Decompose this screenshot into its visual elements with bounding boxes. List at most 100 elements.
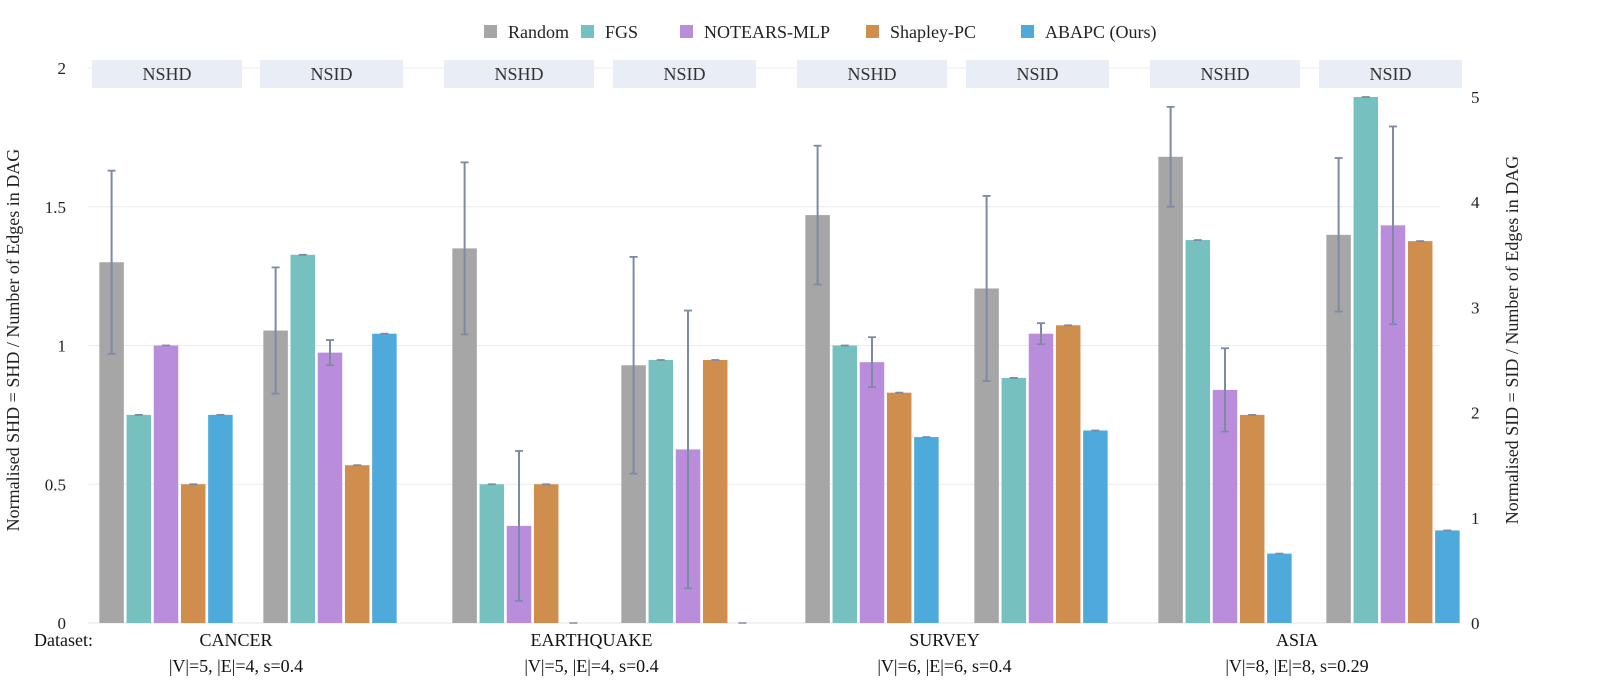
facet-label-box xyxy=(797,60,947,88)
bar xyxy=(1435,530,1460,623)
left-tick-label: 2 xyxy=(58,59,67,78)
legend-item: FGS xyxy=(581,22,638,42)
facet-label-box xyxy=(613,60,756,88)
legend-swatch xyxy=(680,25,693,38)
bar xyxy=(1353,97,1379,623)
bar xyxy=(886,392,912,623)
facet-label-box xyxy=(1150,60,1300,88)
error-bar xyxy=(629,256,638,475)
left-tick-label: 1.5 xyxy=(45,198,66,217)
error-bar xyxy=(1334,157,1343,313)
left-tick-label: 0.5 xyxy=(45,475,66,494)
error-bar xyxy=(271,266,280,395)
right-tick-label: 0 xyxy=(1471,614,1480,633)
legend-label: FGS xyxy=(605,22,638,42)
error-bar xyxy=(868,336,876,389)
left-tick-label: 1 xyxy=(58,337,67,356)
dataset-name: ASIA xyxy=(1276,630,1318,650)
legend-label: NOTEARS-MLP xyxy=(704,22,830,42)
facet-label-box xyxy=(966,60,1109,88)
bar xyxy=(344,465,370,623)
bar xyxy=(208,414,233,623)
dataset-subtitle: |V|=8, |E|=8, s=0.29 xyxy=(1225,656,1368,676)
left-axis: 0 0.5 1 1.5 2 xyxy=(45,59,66,633)
facet-label-box xyxy=(92,60,242,88)
bar xyxy=(1083,430,1108,623)
bars xyxy=(99,97,1460,624)
dataset-subtitle: |V|=6, |E|=6, s=0.4 xyxy=(877,656,1011,676)
bar xyxy=(1267,553,1292,623)
right-axis: 0 1 2 3 4 5 xyxy=(1471,88,1480,633)
bar xyxy=(126,414,152,623)
x-axis-labels: Dataset: CANCER |V|=5, |E|=4, s=0.4 EARTHQ… xyxy=(34,630,1369,676)
bar xyxy=(290,254,316,624)
bar xyxy=(914,437,939,623)
error-bar xyxy=(1166,105,1175,208)
dataset-subtitle: |V|=5, |E|=4, s=0.4 xyxy=(524,656,658,676)
legend-item: Random xyxy=(484,22,569,42)
bar xyxy=(832,345,858,623)
legend-item: NOTEARS-MLP xyxy=(680,22,830,42)
legend-swatch xyxy=(581,25,594,38)
legend-item: Shapley-PC xyxy=(866,22,976,42)
bar xyxy=(1158,156,1183,624)
facet-label-box xyxy=(1319,60,1462,88)
facet-labels: NSHD NSID NSHD NSID NSHD NSID NSHD NSID xyxy=(92,60,1462,88)
right-tick-label: 1 xyxy=(1471,509,1480,528)
error-bar xyxy=(460,161,469,336)
bar xyxy=(1239,414,1265,623)
facet-label: NSHD xyxy=(1200,64,1249,84)
bar xyxy=(1055,325,1081,623)
legend-swatch xyxy=(866,25,879,38)
error-bar xyxy=(813,144,822,286)
right-tick-label: 2 xyxy=(1471,404,1480,423)
bar xyxy=(533,484,559,623)
bar xyxy=(180,484,206,623)
bar xyxy=(1407,241,1433,623)
dataset-subtitle: |V|=5, |E|=4, s=0.4 xyxy=(169,656,303,676)
facet-label: NSHD xyxy=(847,64,896,84)
bar xyxy=(859,362,885,623)
error-bar xyxy=(1389,125,1397,326)
error-bar xyxy=(1037,322,1045,346)
bar xyxy=(317,352,343,623)
bar xyxy=(1028,333,1054,623)
bar xyxy=(648,360,674,623)
right-tick-label: 4 xyxy=(1471,193,1480,212)
dataset-name: CANCER xyxy=(199,630,272,650)
error-bar xyxy=(982,194,991,382)
legend-label: Shapley-PC xyxy=(890,22,976,42)
bar xyxy=(479,484,505,623)
facet-label: NSHD xyxy=(494,64,543,84)
error-bar xyxy=(107,169,116,355)
bar xyxy=(372,333,397,623)
dataset-name: EARTHQUAKE xyxy=(531,630,653,650)
x-prefix: Dataset: xyxy=(34,630,93,650)
legend-label: Random xyxy=(508,22,569,42)
error-bars xyxy=(107,96,1452,624)
legend: Random FGS NOTEARS-MLP Shapley-PC ABAPC (Our… xyxy=(484,22,1157,43)
facet-label: NSID xyxy=(1016,64,1058,84)
facet-label: NSID xyxy=(663,64,705,84)
error-bar xyxy=(326,339,334,367)
facet-label-box xyxy=(444,60,594,88)
facet-label: NSID xyxy=(1369,64,1411,84)
legend-swatch xyxy=(1021,25,1034,38)
left-tick-label: 0 xyxy=(58,614,67,633)
facet-label: NSHD xyxy=(142,64,191,84)
bar xyxy=(702,360,728,623)
legend-item: ABAPC (Ours) xyxy=(1021,22,1157,43)
error-bar xyxy=(684,309,692,590)
dataset-name: SURVEY xyxy=(909,630,980,650)
bar xyxy=(153,345,179,623)
bar xyxy=(1001,377,1027,623)
legend-label: ABAPC (Ours) xyxy=(1045,22,1157,43)
error-bar xyxy=(1221,347,1229,433)
bar xyxy=(1185,240,1211,624)
error-bar xyxy=(515,450,523,602)
right-axis-title: Normalised SID = SID / Number of Edges i… xyxy=(1502,156,1522,525)
legend-swatch xyxy=(484,25,497,38)
facet-label-box xyxy=(260,60,403,88)
right-tick-label: 5 xyxy=(1471,88,1480,107)
